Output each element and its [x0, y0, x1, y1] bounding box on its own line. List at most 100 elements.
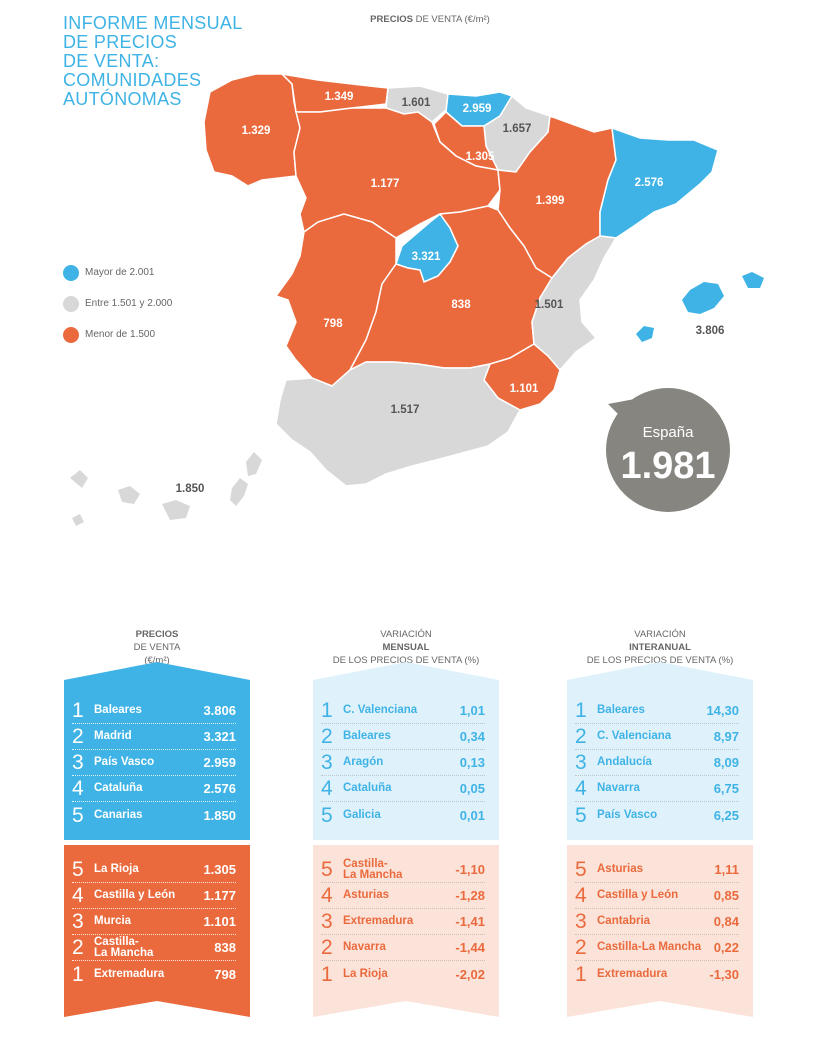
ranking-row: 5 País Vasco 6,25 — [575, 802, 739, 828]
ranking-region: Cantabria — [597, 915, 651, 927]
heading-line: DE LOS PRECIOS DE VENTA (%) — [586, 655, 734, 666]
ranking-value: 0,22 — [713, 940, 739, 955]
ranking-row: 1 Baleares 3.806 — [72, 698, 236, 724]
ranking-row: 5 Galicia 0,01 — [321, 802, 485, 828]
value-la-rioja: 1.305 — [466, 151, 495, 163]
ranking-row: 2 Castilla-La Mancha 0,22 — [575, 935, 739, 961]
value-castilla-la-mancha: 838 — [451, 299, 471, 311]
legend-item: Entre 1.501 y 2.000 — [63, 295, 172, 312]
ranking-value: 8,09 — [713, 755, 739, 770]
region-andalucia — [275, 361, 522, 487]
ranking-row: 2 Madrid 3.321 — [72, 724, 236, 750]
spain-total-bubble: España 1.981 — [606, 388, 730, 512]
ranking-value: 0,85 — [713, 888, 739, 903]
ranking-region: Baleares — [597, 704, 645, 716]
ranking-value: -1,28 — [455, 888, 485, 903]
ranking-value: 1.850 — [203, 807, 236, 823]
ranking-rank: 4 — [321, 884, 333, 907]
ranking-rank: 1 — [575, 699, 587, 722]
region-c-valenciana — [531, 235, 618, 372]
heading-line: VARIACIÓN INTERANUAL — [629, 629, 691, 653]
ranking-value: 0,01 — [459, 807, 485, 823]
ranking-top-precios: 1 Baleares 3.806 2 Madrid 3.321 3 País Vasco 2.9… — [64, 662, 250, 840]
ranking-value: 1.305 — [203, 862, 236, 877]
ranking-rank: 2 — [321, 725, 333, 748]
ranking-rank: 3 — [575, 910, 587, 933]
value-pais-vasco: 2.959 — [463, 103, 492, 115]
ranking-region: Cataluña — [94, 782, 143, 794]
ranking-value: 6,25 — [713, 807, 739, 823]
spain-value: 1.981 — [620, 445, 715, 487]
ranking-rank: 5 — [575, 803, 587, 827]
ranking-region: Extremadura — [94, 967, 165, 980]
ranking-rank: 3 — [575, 751, 587, 774]
ranking-rank: 2 — [575, 936, 587, 959]
ranking-rank: 1 — [321, 699, 333, 722]
ranking-row: 5 Castilla- La Mancha -1,10 — [321, 857, 485, 883]
title-line: COMUNIDADES — [63, 70, 202, 90]
ranking-bottom-precios: 5 La Rioja 1.305 4 Castilla y León 1.177 3 Murc… — [64, 845, 250, 1017]
map-heading-rest: DE VENTA (€/m²) — [412, 14, 490, 25]
ranking-row: 3 Extremadura -1,41 — [321, 909, 485, 935]
value-murcia: 1.101 — [510, 383, 539, 395]
legend-item: Menor de 1.500 — [63, 326, 172, 343]
ranking-rank: 2 — [321, 936, 333, 959]
ranking-rank: 1 — [72, 699, 84, 722]
value-andalucia: 1.517 — [391, 404, 420, 416]
ranking-region: Castilla-La Mancha — [597, 941, 702, 953]
ranking-row: 4 Cataluña 0,05 — [321, 776, 485, 802]
spain-map: 1.349 1.601 2.959 1.329 1.657 1.305 1.17… — [70, 72, 764, 526]
ranking-row: 3 Cantabria 0,84 — [575, 909, 739, 935]
ranking-value: 8,97 — [713, 729, 739, 744]
ranking-region: Baleares — [94, 704, 142, 716]
ranking-row: 4 Castilla y León 0,85 — [575, 883, 739, 909]
ranking-rank: 5 — [72, 803, 84, 827]
heading-line: DE LOS PRECIOS DE VENTA (%) — [332, 655, 480, 666]
region-cataluna — [599, 126, 719, 239]
ranking-row: 2 Baleares 0,34 — [321, 724, 485, 750]
ranking-region: Canarias — [94, 808, 143, 821]
ranking-value: -1,10 — [455, 862, 485, 877]
legend-label: Menor de 1.500 — [85, 329, 156, 340]
legend-label: Mayor de 2.001 — [85, 267, 155, 278]
ranking-row: 1 La Rioja -2,02 — [321, 961, 485, 987]
value-castilla-leon: 1.177 — [371, 178, 400, 190]
value-c-valenciana: 1.501 — [535, 299, 564, 311]
ranking-row: 3 País Vasco 2.959 — [72, 750, 236, 776]
ranking-region: C. Valenciana — [597, 730, 672, 742]
ranking-value: 2.959 — [203, 755, 236, 770]
value-cantabria: 1.601 — [402, 97, 431, 109]
ranking-value: 2.576 — [203, 781, 236, 796]
ranking-top-interanual: 1 Baleares 14,30 2 C. Valenciana 8,97 3 Andaluc… — [567, 662, 753, 840]
ranking-row: 2 Navarra -1,44 — [321, 935, 485, 961]
value-extremadura: 798 — [323, 318, 343, 330]
legend-dot — [63, 326, 79, 343]
region-asturias — [279, 72, 389, 113]
ranking-value: 838 — [214, 940, 236, 955]
ranking-rank: 2 — [575, 725, 587, 748]
ranking-value: 0,13 — [459, 755, 485, 770]
ranking-region: Murcia — [94, 915, 132, 927]
ranking-heading-mensual: VARIACIÓN MENSUAL DE LOS PRECIOS DE VENT… — [311, 628, 501, 667]
ranking-region: Castilla-La Mancha — [343, 857, 403, 881]
region-baleares — [636, 272, 764, 342]
ranking-value: 0,34 — [459, 729, 485, 744]
value-cataluna: 2.576 — [635, 177, 664, 189]
ranking-row: 5 Canarias 1.850 — [72, 802, 236, 828]
ranking-row: 3 Aragón 0,13 — [321, 750, 485, 776]
ranking-rank: 1 — [575, 962, 587, 986]
ranking-region: Castilla y León — [597, 889, 679, 901]
ranking-region: Extremadura — [597, 967, 668, 980]
map-heading: PRECIOS DE VENTA (€/m²) — [330, 14, 530, 25]
ranking-region: Castilla y León — [94, 889, 176, 901]
legend-dot — [63, 264, 79, 281]
ranking-row: 5 Asturias 1,11 — [575, 857, 739, 883]
ranking-value: 0,05 — [459, 781, 485, 796]
ranking-rank: 5 — [575, 858, 587, 881]
ranking-rank: 5 — [321, 858, 333, 881]
ranking-rank: 4 — [575, 884, 587, 907]
value-galicia: 1.329 — [242, 125, 271, 137]
value-navarra: 1.657 — [503, 123, 532, 135]
ranking-region: La Rioja — [343, 967, 388, 980]
ranking-bottom-interanual: 5 Asturias 1,11 4 Castilla y León 0,85 3 Cantab… — [567, 845, 753, 1017]
